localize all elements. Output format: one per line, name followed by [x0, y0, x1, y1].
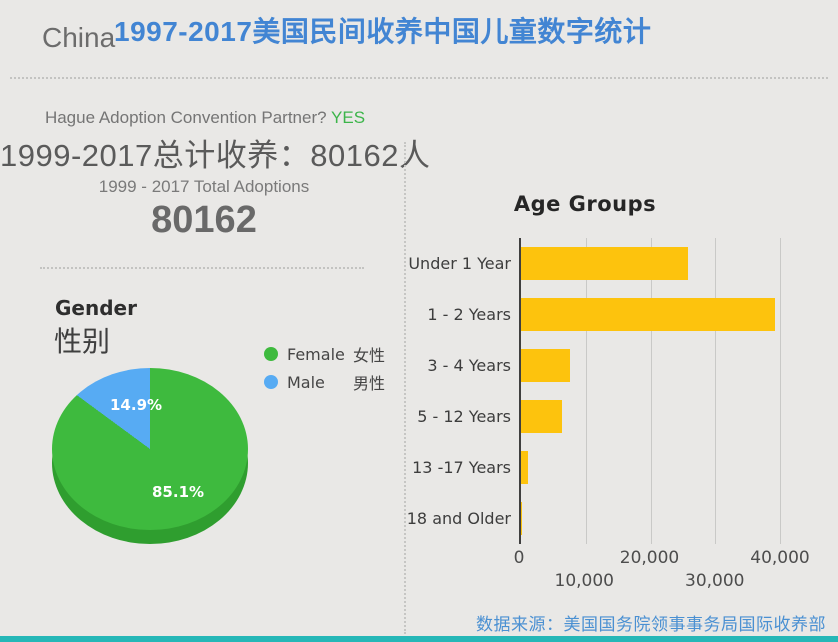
page-title: 1997-2017美国民间收养中国儿童数字统计: [114, 16, 652, 47]
x-tick-10000: 10,000: [554, 571, 614, 591]
legend-label-en: Female: [287, 344, 345, 364]
category-label-under-1: Under 1 Year: [408, 254, 511, 273]
hague-question: Hague Adoption Convention Partner?: [44, 108, 327, 127]
category-labels-column: Under 1 Year 1 - 2 Years 3 - 4 Years 5 -…: [406, 238, 519, 544]
bar-row: [521, 493, 780, 544]
total-adoptions-value: 80162: [151, 199, 257, 241]
category-label-5-12: 5 - 12 Years: [417, 407, 511, 426]
category-label-3-4: 3 - 4 Years: [427, 356, 511, 375]
x-tick-20000: 20,000: [619, 548, 680, 568]
footer-accent-bar: [0, 636, 838, 642]
bar-18-and-older: [521, 502, 522, 535]
bar-row: [521, 442, 780, 493]
gridline-10000: [585, 238, 587, 544]
x-tick-0: 0: [513, 548, 525, 568]
bar-plot-area: [519, 238, 781, 544]
bar-3-4-years: [521, 349, 571, 382]
x-tick-40000: 40,000: [750, 548, 810, 568]
legend-label-cn: 男性: [353, 374, 386, 393]
age-groups-chart: Age Groups Under 1 Year 1 - 2 Years 3 - …: [406, 192, 820, 594]
gridline-40000: [780, 238, 781, 544]
category-label-18-older: 18 and Older: [406, 509, 511, 528]
hague-partner-line: Hague Adoption Convention Partner? YES: [0, 108, 410, 128]
gender-pie-chart: 14.9% 85.1%: [52, 368, 248, 546]
male-percent-label: 14.9%: [110, 396, 163, 414]
data-source-label: 数据来源：美国国务院领事事务局国际收养部: [476, 615, 826, 634]
gender-pie-top: [52, 368, 248, 530]
x-tick-30000: 30,000: [685, 571, 745, 591]
total-adoptions-en-label: 1999 - 2017 Total Adoptions: [98, 177, 310, 196]
gridline-20000: [650, 238, 652, 544]
male-legend-dot-icon: [264, 375, 278, 389]
legend-item-female: Female 女性: [264, 340, 385, 368]
x-axis-labels: 0 20,000 40,000 10,000 30,000: [514, 548, 810, 594]
bar-row: [521, 391, 780, 442]
gender-section-title-cn: 性别: [54, 326, 111, 357]
bar-row: [521, 289, 780, 340]
gender-legend: Female 女性 Male 男性: [264, 340, 385, 396]
legend-item-male: Male 男性: [264, 368, 385, 396]
bar-row: [521, 238, 780, 289]
column-divider: [404, 142, 406, 634]
country-label: China: [42, 22, 116, 53]
legend-label-cn: 女性: [353, 346, 386, 365]
category-label-13-17: 13 -17 Years: [412, 458, 511, 477]
bar-1-2-years: [521, 298, 775, 331]
summary-divider: [40, 267, 364, 269]
hague-answer: YES: [331, 108, 366, 127]
total-adoptions-cn: 1999-2017总计收养：80162人: [0, 138, 431, 173]
gridline-30000: [715, 238, 717, 544]
bar-row: [521, 340, 780, 391]
category-label-1-2: 1 - 2 Years: [427, 305, 511, 324]
bar-5-12-years: [521, 400, 563, 433]
age-chart-title: Age Groups: [513, 192, 657, 216]
female-percent-label: 85.1%: [152, 483, 205, 501]
female-legend-dot-icon: [264, 347, 278, 361]
legend-label-en: Male: [287, 372, 325, 392]
gender-section-title: Gender: [55, 296, 137, 320]
bar-13-17-years: [521, 451, 529, 484]
header-divider: [10, 77, 828, 79]
age-chart-area: Under 1 Year 1 - 2 Years 3 - 4 Years 5 -…: [406, 238, 820, 544]
bar-under-1-year: [521, 247, 689, 280]
